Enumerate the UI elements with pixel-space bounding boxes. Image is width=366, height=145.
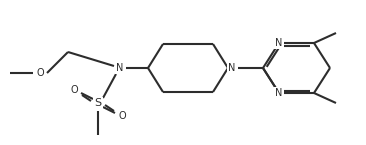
Text: O: O [70, 85, 78, 95]
Text: N: N [116, 63, 124, 73]
Text: N: N [275, 88, 283, 98]
Text: N: N [275, 38, 283, 48]
Text: O: O [118, 111, 126, 121]
Text: N: N [228, 63, 236, 73]
Text: O: O [36, 68, 44, 78]
Text: S: S [94, 98, 101, 108]
